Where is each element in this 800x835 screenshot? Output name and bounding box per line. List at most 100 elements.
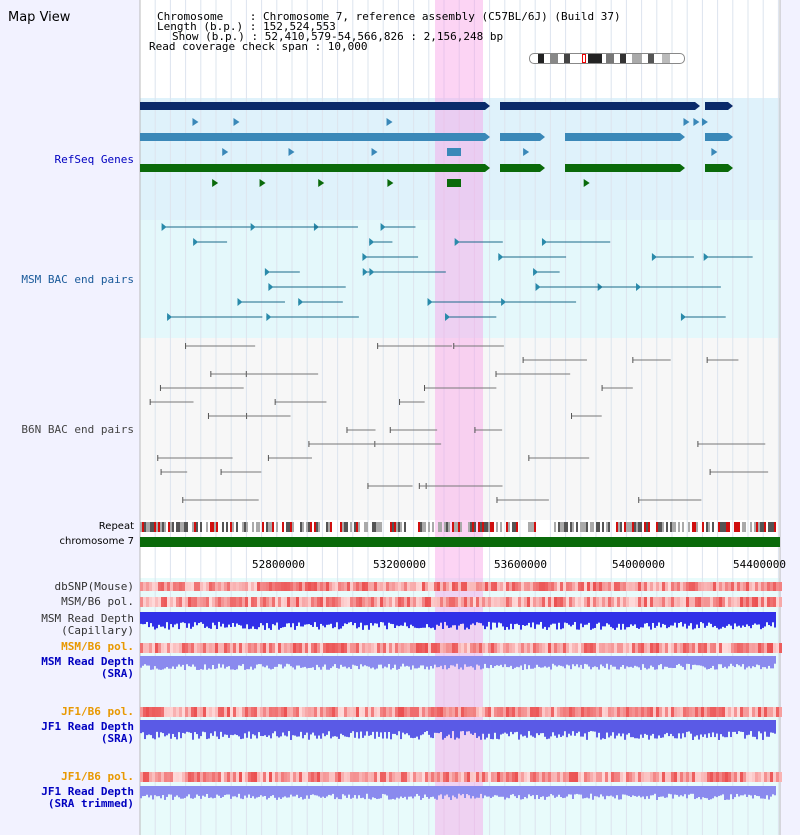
depth-bar [508,720,510,737]
gene-strand-arrow [693,118,700,126]
depth-bar [214,612,216,626]
repeat-mark [720,522,722,532]
depth-bar [324,656,326,665]
heat-cell [473,643,476,653]
heat-cell [761,597,764,607]
depth-bar [762,786,764,799]
depth-bar [260,656,262,665]
heat-cell [620,643,623,653]
depth-bar [198,786,200,796]
depth-bar [596,612,598,624]
depth-bar [714,720,716,738]
repeat-mark [446,522,448,532]
heat-cell [665,772,668,782]
depth-bar [756,656,758,665]
depth-bar [530,786,532,797]
heat-cell [206,582,209,591]
depth-bar [646,720,648,735]
heat-cell [332,643,335,653]
depth-bar [598,656,600,670]
heat-cell [638,582,641,591]
depth-bar [156,786,158,797]
label-msm-bac[interactable]: MSM BAC end pairs [21,273,134,286]
depth-bar [390,656,392,670]
depth-bar [588,612,590,623]
depth-bar [176,720,178,740]
depth-bar [302,656,304,668]
heat-cell [200,582,203,591]
heat-cell [680,707,683,717]
heat-cell [683,707,686,717]
depth-bar [326,612,328,625]
depth-bar [676,612,678,628]
heat-cell [749,772,752,782]
heat-cell [446,643,449,653]
label-b6n-bac[interactable]: B6N BAC end pairs [21,423,134,436]
heat-cell [218,597,221,607]
depth-bar [292,656,294,668]
depth-bar [430,612,432,629]
heat-cell [743,772,746,782]
depth-bar [304,612,306,625]
heat-cell [629,597,632,607]
depth-bar [358,612,360,628]
depth-bar [770,612,772,627]
label-jf1-b6-pol-trimmed: JF1/B6 pol. [61,770,134,783]
heat-cell [671,582,674,591]
heat-cell [311,643,314,653]
depth-bar [158,656,160,670]
heat-cell [608,707,611,717]
depth-bar [206,656,208,670]
heat-cell [746,582,749,591]
heat-cell [752,582,755,591]
depth-bar [174,720,176,738]
heat-cell [719,772,722,782]
depth-bar [764,612,766,627]
heat-cell [671,643,674,653]
depth-bar [344,720,346,737]
repeat-mark [300,522,302,532]
depth-bar [474,656,476,670]
repeat-mark [290,522,292,532]
heat-cell [257,772,260,782]
heat-cell [686,643,689,653]
depth-bar [752,720,754,737]
heat-cell [302,582,305,591]
heat-cell [374,643,377,653]
label-refseq-genes[interactable]: RefSeq Genes [54,153,134,166]
heat-cell [695,643,698,653]
heat-cell [767,597,770,607]
heat-cell [332,772,335,782]
repeat-mark [530,522,532,532]
heat-cell [500,643,503,653]
depth-bar [394,656,396,665]
depth-bar [736,656,738,665]
repeat-mark [456,522,458,532]
repeat-mark [178,522,180,532]
depth-bar [360,786,362,799]
repeat-mark [480,522,482,532]
heat-cell [263,597,266,607]
depth-bar [506,612,508,628]
depth-bar [234,612,236,627]
heat-cell [266,597,269,607]
depth-bar [592,786,594,800]
depth-bar [678,720,680,734]
heat-cell [578,597,581,607]
depth-bar [398,612,400,627]
depth-bar [140,612,142,624]
heat-cell [170,707,173,717]
heat-cell [272,772,275,782]
repeat-mark [156,522,158,532]
heat-cell [329,707,332,717]
chromosome-ideogram[interactable] [529,53,685,64]
heat-cell [281,597,284,607]
heat-cell [644,597,647,607]
heat-cell [746,707,749,717]
depth-bar [574,656,576,667]
depth-bar [488,720,490,734]
depth-bar [200,786,202,799]
heat-cell [590,707,593,717]
gene-strand-arrow [288,148,295,156]
heat-cell [347,643,350,653]
